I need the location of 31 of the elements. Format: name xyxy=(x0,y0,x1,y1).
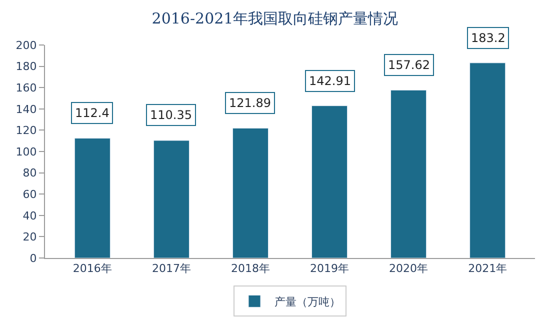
y-tick-label: 60 xyxy=(22,188,37,201)
x-tick-label: 2021年 xyxy=(468,262,508,276)
x-tick-label: 2016年 xyxy=(72,262,112,276)
data-label: 183.2 xyxy=(471,31,506,45)
y-tick-label: 0 xyxy=(30,252,37,265)
bar xyxy=(232,128,269,258)
data-label: 157.62 xyxy=(388,58,430,72)
y-tick-label: 160 xyxy=(16,81,37,94)
bar xyxy=(311,106,348,258)
legend-label: 产量（万吨） xyxy=(274,295,340,308)
x-tick-label: 2020年 xyxy=(389,262,428,276)
data-label: 110.35 xyxy=(150,108,192,122)
y-tick-label: 120 xyxy=(16,124,37,138)
data-label: 142.91 xyxy=(309,74,351,88)
chart-title: 2016-2021年我国取向硅钢产量情况 xyxy=(152,10,398,28)
x-tick-label: 2018年 xyxy=(230,262,270,276)
bar xyxy=(153,140,190,258)
y-tick-label: 180 xyxy=(16,60,37,74)
y-tick-label: 80 xyxy=(22,166,37,180)
y-tick-label: 40 xyxy=(22,209,37,222)
x-tick-label: 2017年 xyxy=(152,262,191,276)
bar xyxy=(470,62,506,258)
data-label: 112.4 xyxy=(75,106,110,120)
bar xyxy=(390,90,427,258)
y-tick-label: 20 xyxy=(22,230,37,244)
y-tick-label: 200 xyxy=(16,38,37,52)
y-tick-label: 100 xyxy=(16,145,37,158)
data-label: 121.89 xyxy=(229,96,271,110)
bar xyxy=(74,138,110,258)
x-tick-label: 2019年 xyxy=(310,262,350,276)
y-tick-label: 140 xyxy=(16,102,37,116)
